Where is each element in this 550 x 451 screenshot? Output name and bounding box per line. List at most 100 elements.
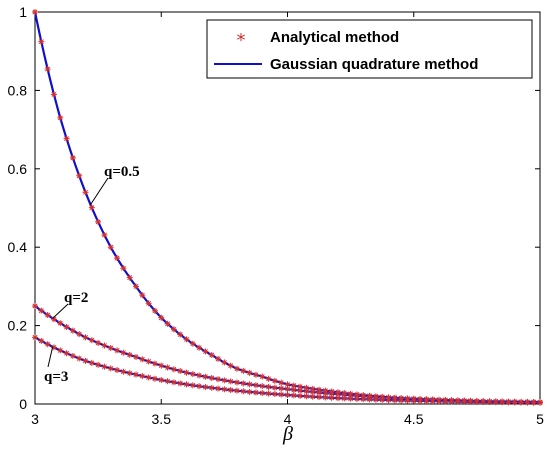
data-point <box>208 352 215 358</box>
data-point <box>473 398 480 405</box>
data-point <box>63 323 70 330</box>
series-markers-q=3 <box>32 334 543 406</box>
data-point <box>252 371 259 378</box>
data-point <box>246 369 253 376</box>
data-point <box>177 368 184 375</box>
data-point <box>379 396 386 403</box>
data-point <box>259 390 266 397</box>
data-point <box>69 352 76 359</box>
y-tick-label: 0.8 <box>8 82 28 98</box>
data-point <box>177 331 184 338</box>
annotation-label: q=2 <box>64 290 88 306</box>
y-tick-label: 0.4 <box>8 239 28 255</box>
plot-area <box>32 9 543 406</box>
data-point <box>133 283 139 290</box>
x-tick-label: 4.5 <box>404 411 424 427</box>
data-point <box>221 377 228 384</box>
data-point <box>177 380 184 387</box>
data-point <box>328 394 335 401</box>
data-point <box>69 154 76 161</box>
data-point <box>530 399 537 406</box>
data-point <box>183 336 190 343</box>
data-point <box>63 350 70 357</box>
data-point <box>95 361 102 368</box>
y-tick-label: 0 <box>19 396 27 412</box>
data-point <box>461 398 468 405</box>
data-point <box>139 373 146 380</box>
data-point <box>537 399 543 406</box>
data-point <box>398 397 405 404</box>
data-point <box>208 374 215 381</box>
data-point <box>240 367 247 374</box>
x-tick-label: 4 <box>284 411 292 427</box>
data-point <box>234 379 240 386</box>
data-point <box>44 341 51 348</box>
data-point <box>202 348 209 355</box>
annotation-leader <box>52 303 69 319</box>
data-point <box>221 386 228 393</box>
data-point <box>120 265 127 272</box>
data-point <box>151 307 158 314</box>
data-point <box>145 300 152 307</box>
data-point <box>429 398 436 405</box>
data-point <box>309 393 316 400</box>
data-point <box>170 326 177 333</box>
data-point <box>88 359 95 366</box>
data-point <box>145 374 152 381</box>
data-point <box>252 389 259 396</box>
data-point <box>196 344 203 351</box>
data-point <box>492 399 499 406</box>
data-point <box>215 376 222 383</box>
x-axis-label: β <box>282 423 293 445</box>
data-point <box>57 320 64 327</box>
data-point <box>284 391 291 398</box>
data-point <box>76 331 83 338</box>
data-point <box>372 396 379 403</box>
data-point <box>221 359 228 366</box>
data-point <box>101 363 108 370</box>
data-point <box>183 381 190 388</box>
data-point <box>316 389 323 396</box>
data-point <box>32 9 38 15</box>
data-point <box>511 399 518 406</box>
data-point <box>215 385 222 392</box>
data-point <box>234 365 240 372</box>
x-tick-label: 5 <box>536 411 544 427</box>
data-point <box>126 274 133 281</box>
data-point <box>158 376 165 383</box>
data-point <box>107 365 114 372</box>
data-point <box>57 114 64 121</box>
data-point <box>189 371 196 378</box>
data-point <box>101 231 108 238</box>
data-point <box>183 369 190 376</box>
data-point <box>234 387 240 394</box>
data-point <box>63 135 70 142</box>
legend-label-analytical: Analytical method <box>270 29 399 46</box>
data-point <box>271 391 278 398</box>
data-point <box>133 371 139 378</box>
data-point <box>164 378 171 385</box>
annotation-leader <box>47 346 54 368</box>
data-point <box>480 398 487 405</box>
data-point <box>139 292 146 299</box>
y-tick-label: 0.6 <box>8 161 28 177</box>
data-point <box>32 334 38 341</box>
data-point <box>303 388 310 395</box>
annotation-label: q=3 <box>44 369 68 385</box>
data-point <box>120 368 127 375</box>
data-point <box>278 379 285 386</box>
data-point <box>69 327 76 334</box>
data-point <box>107 345 114 352</box>
data-point <box>189 382 196 389</box>
data-point <box>114 367 121 374</box>
data-point <box>88 337 95 344</box>
data-point <box>290 386 297 393</box>
y-tick-label: 0.2 <box>8 318 28 334</box>
data-point <box>170 366 177 373</box>
data-point <box>322 394 329 401</box>
y-tick-label: 1 <box>19 4 27 20</box>
data-point <box>436 398 442 405</box>
data-point <box>50 91 57 98</box>
data-point <box>347 395 354 402</box>
x-tick-label: 3.5 <box>152 411 172 427</box>
